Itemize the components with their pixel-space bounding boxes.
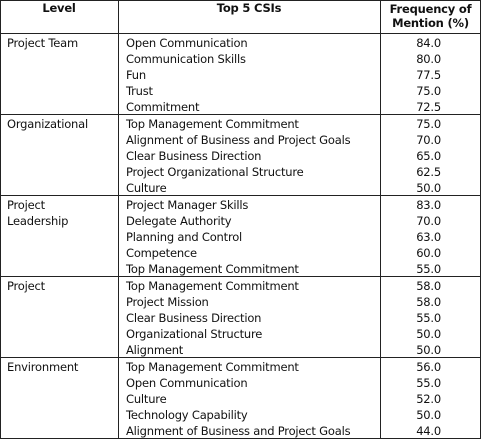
frequency-cell: 70.0 xyxy=(416,133,441,147)
frequency-cell: 50.0 xyxy=(416,181,441,195)
csi-cell: Clear Business Direction xyxy=(126,311,262,325)
frequency-cell: 84.0 xyxy=(416,36,441,50)
csi-cell: Top Management Commitment xyxy=(126,360,299,374)
csi-cell: Fun xyxy=(126,68,146,82)
csi-cell: Alignment of Business and Project Goals xyxy=(126,133,351,147)
frequency-cell: 80.0 xyxy=(416,52,441,66)
level-cell: Project xyxy=(7,198,45,212)
header-frequency: Frequency of xyxy=(389,2,472,16)
csi-cell: Organizational Structure xyxy=(126,327,263,341)
frequency-cell: 50.0 xyxy=(416,343,441,357)
csi-cell: Top Management Commitment xyxy=(126,117,299,131)
row-divider xyxy=(0,33,481,34)
row-divider xyxy=(0,276,481,277)
border xyxy=(0,0,481,1)
csi-cell: Communication Skills xyxy=(126,52,246,66)
header-frequency: Mention (%) xyxy=(392,16,469,30)
frequency-cell: 50.0 xyxy=(416,327,441,341)
frequency-cell: 44.0 xyxy=(416,424,441,438)
frequency-cell: 72.5 xyxy=(416,100,441,114)
csi-cell: Alignment of Business and Project Goals xyxy=(126,424,351,438)
frequency-cell: 65.0 xyxy=(416,149,441,163)
csi-cell: Trust xyxy=(126,84,153,98)
frequency-cell: 55.0 xyxy=(416,311,441,325)
csi-cell: Clear Business Direction xyxy=(126,149,262,163)
frequency-cell: 52.0 xyxy=(416,392,441,406)
csi-cell: Competence xyxy=(126,246,197,260)
level-cell: Environment xyxy=(7,360,79,374)
frequency-cell: 55.0 xyxy=(416,376,441,390)
frequency-cell: 70.0 xyxy=(416,214,441,228)
border xyxy=(0,0,1,439)
column-divider xyxy=(380,0,381,439)
frequency-cell: 62.5 xyxy=(416,165,441,179)
csi-cell: Top Management Commitment xyxy=(126,262,299,276)
level-cell: Leadership xyxy=(7,214,69,228)
frequency-cell: 75.0 xyxy=(416,117,441,131)
frequency-cell: 58.0 xyxy=(416,279,441,293)
frequency-cell: 50.0 xyxy=(416,408,441,422)
column-divider xyxy=(118,0,119,439)
csi-cell: Open Communication xyxy=(126,36,248,50)
header-level: Level xyxy=(42,1,76,15)
csi-cell: Alignment xyxy=(126,343,184,357)
csi-cell: Commitment xyxy=(126,100,200,114)
frequency-cell: 75.0 xyxy=(416,84,441,98)
csi-cell: Top Management Commitment xyxy=(126,279,299,293)
row-divider xyxy=(0,195,481,196)
level-cell: Project xyxy=(7,279,45,293)
csi-cell: Project Mission xyxy=(126,295,209,309)
frequency-cell: 77.5 xyxy=(416,68,441,82)
csi-cell: Planning and Control xyxy=(126,230,243,244)
csi-cell: Project Organizational Structure xyxy=(126,165,304,179)
level-cell: Organizational xyxy=(7,117,88,131)
csi-cell: Open Communication xyxy=(126,376,248,390)
level-cell: Project Team xyxy=(7,36,78,50)
frequency-cell: 83.0 xyxy=(416,198,441,212)
frequency-cell: 55.0 xyxy=(416,262,441,276)
csi-cell: Delegate Authority xyxy=(126,214,232,228)
header-csis: Top 5 CSIs xyxy=(216,1,282,15)
row-divider xyxy=(0,357,481,358)
csi-cell: Culture xyxy=(126,392,167,406)
frequency-cell: 56.0 xyxy=(416,360,441,374)
frequency-cell: 63.0 xyxy=(416,230,441,244)
csi-cell: Technology Capability xyxy=(126,408,248,422)
csi-cell: Project Manager Skills xyxy=(126,198,249,212)
row-divider xyxy=(0,114,481,115)
csi-cell: Culture xyxy=(126,181,167,195)
frequency-cell: 58.0 xyxy=(416,295,441,309)
frequency-cell: 60.0 xyxy=(416,246,441,260)
